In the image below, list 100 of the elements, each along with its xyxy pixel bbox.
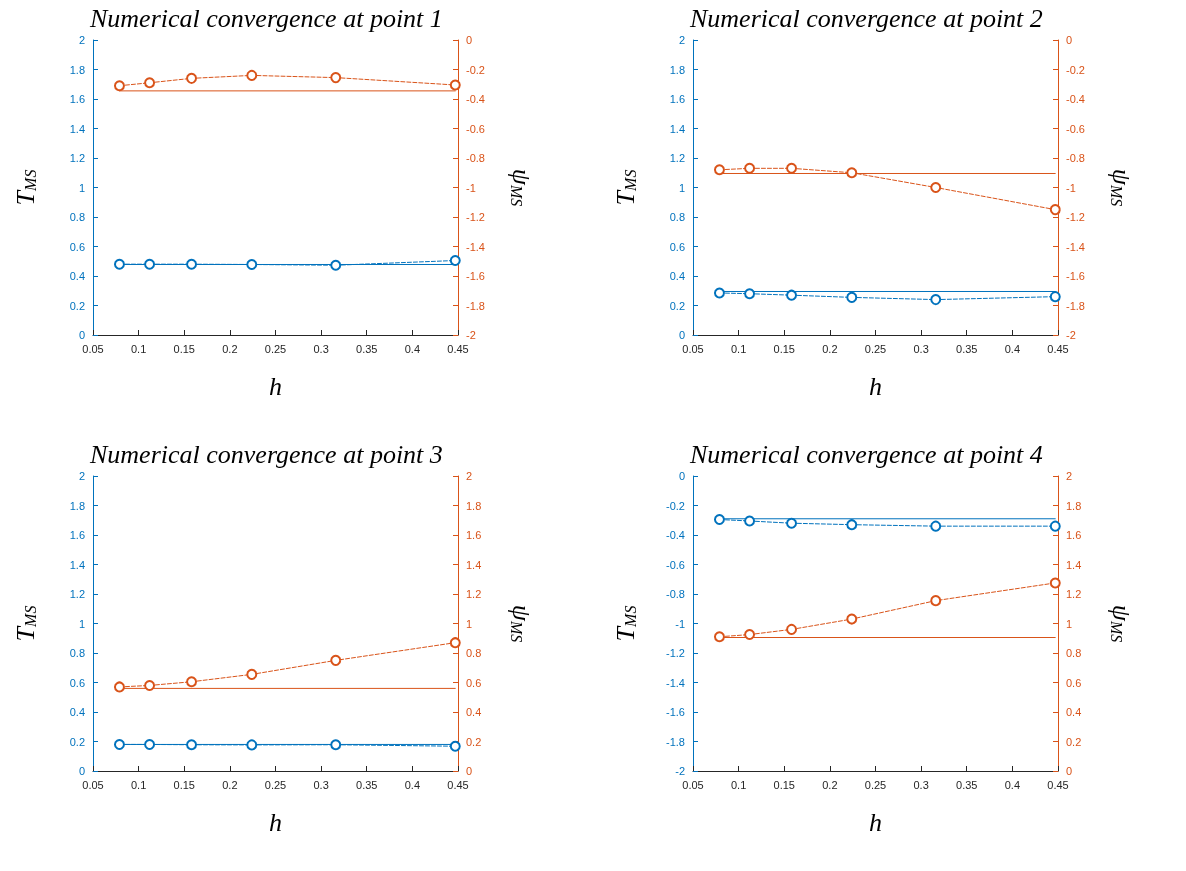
y-tick-label: -0.2 (666, 499, 685, 512)
point (846, 291, 858, 303)
y-tick-label: 1 (78, 181, 85, 194)
y2-axis-title: ψMS (506, 604, 536, 643)
y-tick-label: 2 (78, 470, 85, 482)
point (1049, 204, 1061, 216)
y2-tick-label: -2 (1066, 329, 1076, 341)
point (786, 289, 798, 301)
y2-tick-label: -1.8 (466, 299, 485, 312)
x-tick-label: 0.45 (447, 778, 469, 791)
point (786, 162, 798, 174)
y2-tick-label: 1.4 (1066, 558, 1082, 571)
y2-tick-label: 1.6 (466, 529, 482, 541)
point (1049, 577, 1061, 589)
y2-tick-label: -0.6 (466, 122, 485, 135)
x-tick-label: 0.05 (682, 778, 704, 791)
y2-tick-label: -1.6 (1066, 270, 1085, 282)
x-tick-label: 0.1 (130, 342, 147, 355)
y2-tick-label: -1.2 (466, 211, 485, 223)
point (786, 623, 798, 635)
y-tick-label: 1.2 (669, 152, 685, 164)
x-tick-label: 0.3 (913, 778, 929, 791)
y-tick-label: -1.2 (666, 647, 685, 659)
y-tick-label: 0.6 (69, 240, 85, 253)
x-tick-label: 0.05 (82, 342, 104, 355)
y2-tick-label: -1.2 (1066, 211, 1085, 223)
y2-tick-label: -1.8 (1066, 299, 1085, 312)
y-tick-label: -0.4 (666, 529, 685, 541)
y2-tick-label: -1.4 (1066, 240, 1085, 253)
y2-tick-label: 0.2 (1066, 735, 1082, 748)
y2-tick-label: 1.8 (1066, 499, 1082, 512)
point (449, 637, 461, 649)
x-tick-label: 0.35 (356, 342, 378, 355)
x-tick-label: 0.4 (404, 342, 421, 355)
y2-tick-label: -0.4 (1066, 93, 1085, 105)
point (1049, 291, 1061, 303)
y-axis-title: TMS (10, 605, 40, 642)
y-tick-label: 0.4 (69, 706, 85, 718)
x-tick-label: 0.45 (1047, 342, 1069, 355)
y2-tick-label: 1.2 (1066, 588, 1082, 600)
point (744, 629, 756, 641)
y-tick-label: 1.2 (69, 588, 85, 600)
y-tick-label: 0.6 (69, 676, 85, 689)
x-tick-label: 0.2 (822, 342, 838, 355)
x-tick-label: 0.2 (222, 342, 238, 355)
x-tick-label: 0.35 (956, 342, 978, 355)
x-tick-label: 0.4 (404, 778, 421, 791)
y2-tick-label: -0.2 (466, 63, 485, 76)
y-tick-label: 1.8 (69, 499, 85, 512)
y-tick-label: 1.6 (69, 93, 85, 105)
y2-tick-label: -1.4 (466, 240, 485, 253)
y-tick-label: 1.6 (69, 529, 85, 541)
chart-title: Numerical convergence at point 3 (89, 439, 443, 469)
x-tick-label: 0.3 (313, 778, 329, 791)
point (713, 164, 725, 176)
y2-tick-label: 1.8 (466, 499, 482, 512)
y-tick-label: -1 (675, 617, 685, 630)
y-axis-title: TMS (10, 169, 40, 206)
x-tick-label: 0.45 (1047, 778, 1069, 791)
y-tick-label: 0.8 (669, 211, 685, 223)
y-tick-label: 0.8 (69, 211, 85, 223)
x-tick-label: 0.35 (356, 778, 378, 791)
y2-tick-label: -1 (466, 181, 476, 194)
point (930, 595, 942, 607)
y-tick-label: 1 (78, 617, 85, 630)
y-tick-label: 0 (678, 470, 685, 482)
y2-tick-label: 1 (466, 617, 473, 630)
y-tick-label: 0.8 (69, 647, 85, 659)
y-tick-label: 1 (678, 181, 685, 194)
x-tick-label: 0.1 (130, 778, 147, 791)
chart-title: Numerical convergence at point 2 (689, 3, 1043, 33)
x-tick-label: 0.4 (1004, 778, 1021, 791)
y2-tick-label: 0 (1066, 765, 1073, 777)
x-tick-label: 0.1 (730, 778, 747, 791)
y2-tick-label: -0.8 (1066, 152, 1085, 164)
y2-tick-label: -0.8 (466, 152, 485, 164)
x-tick-label: 0.3 (913, 342, 929, 355)
x-tick-label: 0.25 (864, 342, 887, 355)
y2-tick-label: 2 (466, 470, 473, 482)
point (246, 668, 258, 680)
y2-tick-label: 0.4 (1066, 706, 1082, 718)
y2-tick-label: 0 (466, 34, 473, 46)
x-tick-label: 0.4 (1004, 342, 1021, 355)
y-axis-title: TMS (610, 169, 640, 206)
y2-tick-label: 2 (1066, 470, 1073, 482)
y-tick-label: 1.4 (69, 122, 85, 135)
y-tick-label: 1.2 (69, 152, 85, 164)
y2-tick-label: -0.2 (1066, 63, 1085, 76)
point (713, 631, 725, 643)
y-tick-label: 1.6 (669, 93, 685, 105)
y-tick-label: 0.4 (69, 270, 85, 282)
y-tick-label: 0 (78, 329, 85, 341)
x-tick-label: 0.2 (222, 778, 238, 791)
y2-tick-label: 1.4 (466, 558, 482, 571)
point (144, 679, 156, 691)
y2-tick-label: 1.6 (1066, 529, 1082, 541)
point (113, 681, 125, 693)
point (186, 676, 198, 688)
x-axis-title: h (269, 371, 282, 401)
x-tick-label: 0.15 (173, 342, 195, 355)
